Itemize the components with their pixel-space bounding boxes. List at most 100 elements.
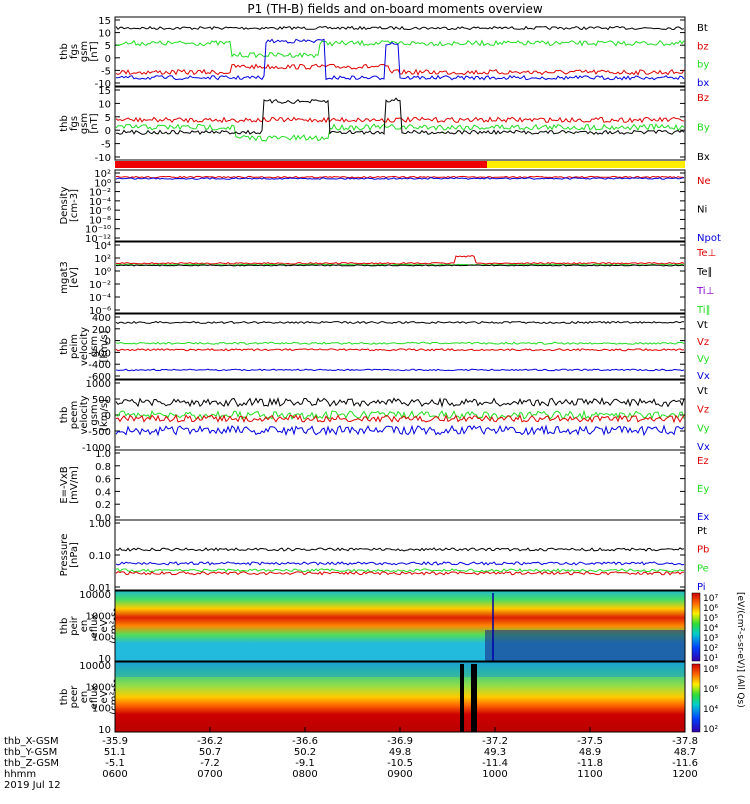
legend-By: By xyxy=(697,123,710,134)
trace-vy xyxy=(115,341,685,345)
trace-vt-e xyxy=(115,396,685,408)
legend-Vz: Vz xyxy=(697,405,709,416)
legend-Te⊥: Te⊥ xyxy=(696,248,716,259)
y-axis-label-line: eV xyxy=(99,690,110,703)
y-tick-label: 10 xyxy=(98,725,111,736)
y-axis-label-line: gsm xyxy=(89,404,100,425)
legend-Ey: Ey xyxy=(697,484,709,495)
colorbar-tick-label: 10⁶ xyxy=(703,604,718,614)
legend-Vx: Vx xyxy=(697,442,710,453)
y-tick-label: 0 xyxy=(105,337,111,348)
colorbar-tick-label: 10⁴ xyxy=(703,705,718,715)
x-column-value: -35.9 xyxy=(102,736,128,747)
x-row-label-z: thb_Z-GSM xyxy=(4,758,59,769)
panel-frame-efield xyxy=(114,449,686,521)
y-tick-label: 10⁰ xyxy=(94,267,111,278)
y-axis-label-line: thb xyxy=(59,338,70,355)
colorbar-tick-label: 10⁵ xyxy=(703,614,718,624)
legend-Vy: Vy xyxy=(697,354,710,365)
y-axis-label-line: eV xyxy=(99,619,110,632)
x-column-value: 49.8 xyxy=(389,747,411,758)
legend-Vz: Vz xyxy=(697,337,709,348)
electron-spectrogram-top xyxy=(115,662,685,677)
y-tick-label: -5 xyxy=(101,140,111,151)
x-column-value: 1200 xyxy=(672,769,697,780)
y-axis-label-line: [nT] xyxy=(89,41,100,61)
legend-Pi: Pi xyxy=(697,582,706,593)
y-tick-label: -1000 xyxy=(82,443,111,454)
x-column-value: -11.4 xyxy=(482,758,508,769)
y-tick-label: 10 xyxy=(98,29,111,40)
y-axis-label-line: [km/s] xyxy=(99,399,110,431)
y-tick-label: 10⁻¹² xyxy=(85,234,111,245)
y-axis-label-line: en xyxy=(79,691,90,704)
y-tick-label: 10⁻⁶ xyxy=(89,306,111,317)
y-axis-label-line: thb xyxy=(59,43,70,60)
y-tick-label: -600 xyxy=(88,372,111,383)
legend-Ex: Ex xyxy=(697,512,709,523)
y-tick-label: 0.0 xyxy=(95,513,111,524)
mode-bar-slow xyxy=(115,161,487,168)
y-tick-label: 15 xyxy=(98,86,111,97)
y-tick-label: 500 xyxy=(92,395,111,406)
legend-Vx: Vx xyxy=(697,371,710,382)
plot-title: P1 (TH-B) fields and on-board moments ov… xyxy=(247,2,543,16)
y-axis-label-line: fgs xyxy=(69,116,80,131)
x-column-value: -37.8 xyxy=(672,736,698,747)
x-column-value: -37.5 xyxy=(577,736,603,747)
y-axis-label-line: mgat3 xyxy=(59,261,70,294)
colorbar-tick-label: 10⁶ xyxy=(703,685,718,695)
x-axis-block: thb_X-GSM thb_Y-GSM thb_Z-GSM hhmm 2019 … xyxy=(4,736,61,791)
y-tick-label: 200 xyxy=(92,325,111,336)
y-tick-label: 0 xyxy=(105,126,111,137)
x-column-value: 1000 xyxy=(482,769,507,780)
mode-bar-fast xyxy=(487,161,685,168)
electron-spectrogram xyxy=(114,661,701,733)
trace-pi xyxy=(115,561,685,566)
x-row-label-y: thb_Y-GSM xyxy=(4,747,57,758)
legend-Bx: Bx xyxy=(697,152,710,163)
ion-spectrogram-frame xyxy=(114,590,686,662)
y-axis-label-line: velocity xyxy=(79,327,90,366)
y-tick-label: 10⁻² xyxy=(89,188,111,199)
colorbar-tick-label: 10⁴ xyxy=(703,624,718,634)
y-tick-label: 10000 xyxy=(79,590,111,601)
x-column-value: 0800 xyxy=(292,769,317,780)
y-axis-label-line: [eV] xyxy=(69,267,80,288)
x-column-value: -37.2 xyxy=(482,736,508,747)
colorbar-tick-label: 10² xyxy=(703,644,718,654)
y-tick-label: -10 xyxy=(95,79,111,90)
trace-bt xyxy=(115,25,685,31)
trace-pt xyxy=(115,547,685,552)
y-axis-label-line: [nT] xyxy=(89,113,100,133)
y-axis-label-line: E=-VxB xyxy=(59,466,70,503)
trace-Bz xyxy=(115,116,685,124)
y-tick-label: 0.6 xyxy=(95,475,111,486)
y-tick-label: 10⁻¹⁰ xyxy=(85,225,111,236)
y-tick-label: 10⁻⁴ xyxy=(89,293,111,304)
y-tick-label: -500 xyxy=(88,427,111,438)
y-tick-label: 0.2 xyxy=(95,500,111,511)
x-column-value: 1100 xyxy=(577,769,602,780)
y-tick-label: 10⁰ xyxy=(94,178,111,189)
y-tick-label: 0 xyxy=(105,411,111,422)
y-tick-label: -5 xyxy=(101,66,111,77)
y-tick-label: 1.0 xyxy=(95,449,111,460)
trace-Bx xyxy=(116,97,685,136)
y-tick-label: 10⁻² xyxy=(89,280,111,291)
legend-Bt: Bt xyxy=(697,23,708,34)
legend-Vt: Vt xyxy=(697,320,708,331)
y-tick-label: 10000 xyxy=(79,661,111,672)
legend-Ti⊥: Ti⊥ xyxy=(696,286,714,297)
legend-Npot: Npot xyxy=(697,233,721,244)
ion-colorbar-label: [eV/(cm²-s-sr-eV)] (All Qs) xyxy=(735,592,745,708)
y-tick-label: 1000 xyxy=(86,682,111,693)
y-tick-label: 10² xyxy=(94,254,111,265)
y-tick-label: 10⁻⁸ xyxy=(89,215,111,226)
legend-Pb: Pb xyxy=(697,545,709,556)
x-column-value: -36.6 xyxy=(292,736,318,747)
x-row-label-x: thb_X-GSM xyxy=(4,736,59,747)
y-axis-label-line: velocity xyxy=(79,395,90,434)
